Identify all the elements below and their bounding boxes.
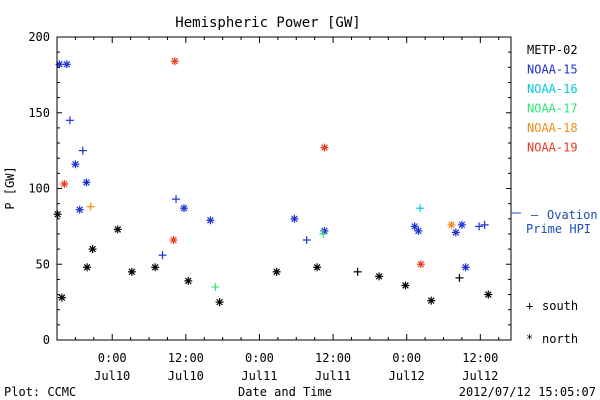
north-point (313, 263, 322, 272)
south-point (211, 282, 220, 291)
north-point (60, 179, 69, 188)
marker-legend-north-label: north (542, 332, 578, 346)
x-tick-date-label: Jul11 (241, 369, 277, 383)
south-point (65, 116, 74, 125)
x-tick-time-label: 0:00 (98, 351, 127, 365)
south-point (319, 229, 328, 238)
legend-entry: METP-02 (527, 43, 578, 57)
footer-left: Plot: CCMC (4, 385, 76, 399)
legend-entry: NOAA-18 (527, 121, 578, 135)
y-axis: 0 50 100 150 200 (28, 30, 511, 347)
north-point (416, 260, 425, 269)
north-point (71, 160, 80, 169)
north-point (113, 225, 122, 234)
north-point (57, 293, 66, 302)
north-point (75, 205, 84, 214)
north-point (169, 236, 178, 245)
ovation-label-line2: Prime HPI (526, 222, 591, 236)
north-point (206, 216, 215, 225)
x-tick-time-label: 12:00 (168, 351, 204, 365)
north-point (290, 214, 299, 223)
north-point (410, 222, 419, 231)
north-point (414, 226, 423, 235)
north-point (184, 276, 193, 285)
y-tick-label: 150 (28, 106, 50, 120)
south-point (158, 251, 167, 260)
legend-entry: NOAA-16 (527, 82, 578, 96)
north-point (320, 143, 329, 152)
y-tick-label: 200 (28, 30, 50, 44)
y-tick-label: 100 (28, 182, 50, 196)
y-tick-label: 50 (36, 257, 50, 271)
north-point (82, 178, 91, 187)
south-point (416, 204, 425, 213)
legend-entry: NOAA-15 (527, 63, 578, 77)
north-point (427, 296, 436, 305)
legend: METP-02 NOAA-15 NOAA-16 NOAA-17 NOAA-18 NOAA-… (527, 43, 578, 155)
north-point (320, 226, 329, 235)
chart-title: Hemispheric Power [GW] (175, 15, 360, 31)
x-tick-date-label: Jul10 (94, 369, 130, 383)
north-point (447, 220, 456, 229)
north-point (457, 220, 466, 229)
y-tick-label: 0 (43, 333, 50, 347)
ovation-legend: – Ovation Prime HPI (511, 208, 598, 236)
x-tick-time-label: 12:00 (315, 351, 351, 365)
legend-entry: NOAA-17 (527, 102, 578, 116)
ovation-label-line1: Ovation (547, 208, 598, 222)
north-point (170, 57, 179, 66)
north-point (179, 204, 188, 213)
north-point (83, 263, 92, 272)
north-point (272, 267, 281, 276)
x-tick-date-label: Jul10 (168, 369, 204, 383)
marker-legend-south-symbol: + (526, 299, 533, 313)
ovation-dash: – (531, 208, 539, 222)
north-point (127, 267, 136, 276)
y-axis-label: P [GW] (3, 166, 17, 209)
north-point (53, 210, 62, 219)
south-point (475, 222, 484, 231)
marker-legend-north-symbol: * (526, 332, 533, 346)
north-point (151, 263, 160, 272)
north-point (401, 281, 410, 290)
x-axis: 0:00 Jul10 12:00 Jul10 0:00 Jul11 12:00 Jul11 0:… (56, 37, 500, 383)
x-tick-time-label: 12:00 (462, 351, 498, 365)
x-tick-date-label: Jul11 (315, 369, 351, 383)
south-point (86, 202, 95, 211)
legend-entry: NOAA-19 (527, 141, 578, 155)
south-point (353, 267, 362, 276)
north-point (484, 290, 493, 299)
south-point (172, 195, 181, 204)
north-point (62, 60, 71, 69)
x-tick-date-label: Jul12 (389, 369, 425, 383)
south-point (455, 273, 464, 282)
south-point (480, 220, 489, 229)
x-tick-date-label: Jul12 (462, 369, 498, 383)
x-axis-label: Date and Time (238, 385, 332, 399)
x-tick-time-label: 0:00 (245, 351, 274, 365)
marker-legend-south-label: south (542, 299, 578, 313)
north-point (88, 245, 97, 254)
south-point (78, 146, 87, 155)
north-point (451, 228, 460, 237)
x-tick-time-label: 0:00 (392, 351, 421, 365)
data-points (53, 57, 493, 307)
north-point (215, 298, 224, 307)
footer-right: 2012/07/12 15:05:07 (459, 385, 596, 399)
marker-legend: + south * north (526, 299, 578, 346)
south-point (302, 236, 311, 245)
north-point (461, 263, 470, 272)
north-point (375, 272, 384, 281)
